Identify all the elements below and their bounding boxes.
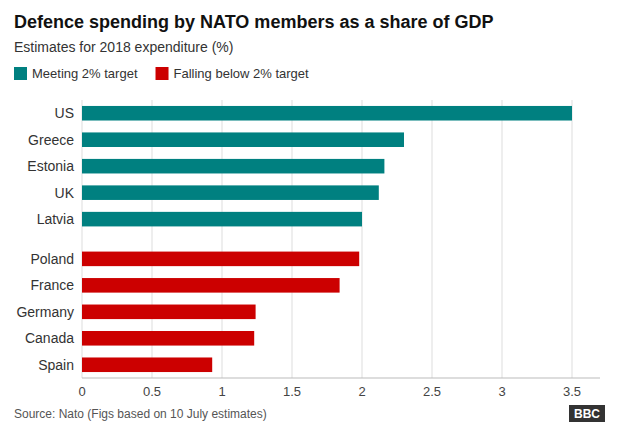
category-label: UK xyxy=(55,185,75,201)
category-label: Canada xyxy=(25,330,74,346)
category-label: Spain xyxy=(38,357,74,373)
tick-label: 2.5 xyxy=(423,384,441,399)
category-label: US xyxy=(55,105,74,121)
tick-label: 1 xyxy=(218,384,225,399)
category-label: France xyxy=(30,277,74,293)
title: Defence spending by NATO members as a sh… xyxy=(14,12,493,32)
tick-label: 0 xyxy=(78,384,85,399)
bar xyxy=(82,305,256,320)
legend-swatch xyxy=(156,67,169,80)
legend-label: Meeting 2% target xyxy=(32,66,138,81)
category-label: Poland xyxy=(30,251,74,267)
grid-line xyxy=(432,100,433,378)
subtitle: Estimates for 2018 expenditure (%) xyxy=(14,39,233,55)
bar xyxy=(82,357,212,372)
bar xyxy=(82,212,362,227)
tick-label: 3.5 xyxy=(563,384,581,399)
x-axis xyxy=(82,378,600,379)
bar xyxy=(82,185,379,200)
category-label: Germany xyxy=(16,304,74,320)
grid xyxy=(82,100,572,378)
chart: Defence spending by NATO members as a sh… xyxy=(0,0,624,430)
bar xyxy=(82,159,384,174)
bar xyxy=(82,331,254,346)
legend: Meeting 2% target Falling below 2% target xyxy=(14,66,309,81)
logo-background xyxy=(569,405,605,422)
bar xyxy=(82,278,340,293)
category-label: Latvia xyxy=(37,211,75,227)
logo-text: BBC xyxy=(574,407,600,421)
category-label: Greece xyxy=(28,132,74,148)
bar xyxy=(82,252,359,267)
grid-line xyxy=(502,100,503,378)
source-note: Source: Nato (Figs based on 10 July esti… xyxy=(14,407,267,421)
category-label: Estonia xyxy=(27,158,74,174)
logo-box: BBC xyxy=(569,405,605,422)
bar xyxy=(82,106,572,121)
tick-label: 1.5 xyxy=(283,384,301,399)
legend-label: Falling below 2% target xyxy=(174,66,310,81)
tick-label: 0.5 xyxy=(143,384,161,399)
legend-swatch xyxy=(14,67,27,80)
tick-label: 3 xyxy=(498,384,505,399)
background xyxy=(0,0,624,430)
bars xyxy=(82,106,572,372)
bar xyxy=(82,132,404,147)
tick-label: 2 xyxy=(358,384,365,399)
grid-line xyxy=(572,100,573,378)
